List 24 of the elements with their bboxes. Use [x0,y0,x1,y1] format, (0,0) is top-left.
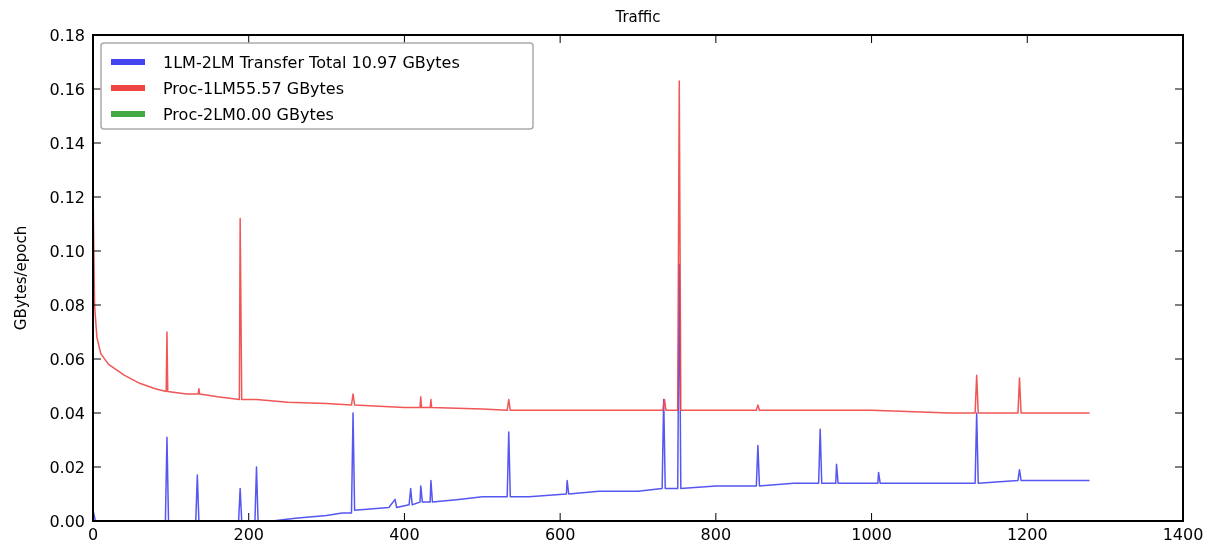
y-tick-label: 0.10 [49,241,85,261]
y-tick-label: 0.18 [49,25,85,45]
legend-label: Proc-1LM55.57 GBytes [163,78,345,98]
y-tick-label: 0.16 [49,79,85,99]
x-tick-label: 200 [233,525,264,544]
y-tick-label: 0.12 [49,187,85,207]
chart-title: Traffic [614,8,661,26]
y-tick-label: 0.04 [49,403,85,423]
legend-label: Proc-2LM0.00 GBytes [163,104,334,124]
x-tick-label: 400 [389,525,420,544]
x-tick-label: 1400 [1162,525,1204,544]
y-axis-title: GBytes/epoch [12,225,30,331]
x-tick-label: 1000 [851,525,892,544]
y-tick-label: 0.14 [49,133,85,153]
x-tick-label: 0 [87,525,99,544]
y-tick-label: 0.06 [49,349,85,369]
y-tick-label: 0.00 [49,511,85,531]
y-tick-label: 0.08 [49,295,85,315]
line-series [93,80,1091,414]
y-tick-label: 0.02 [49,457,85,477]
legend-label: 1LM-2LM Transfer Total 10.97 GBytes [163,52,460,72]
x-tick-label: 600 [544,525,576,544]
x-tick-label: 800 [700,525,732,544]
x-tick-label: 1200 [1006,525,1048,544]
